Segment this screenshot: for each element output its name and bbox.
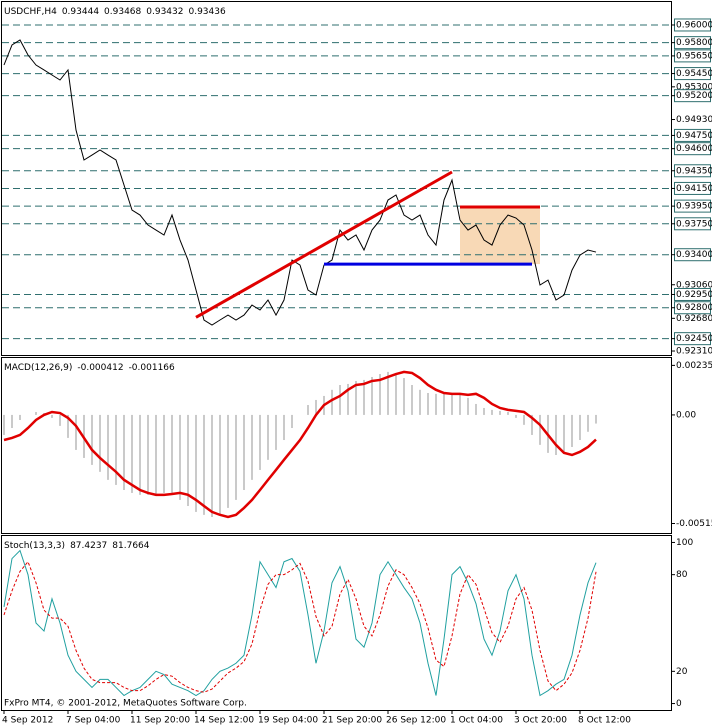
x-tick-label: 21 Sep 20:00 xyxy=(322,716,382,726)
header-value: 0.93444 xyxy=(62,7,99,17)
y-tick-label: 20 xyxy=(676,667,688,677)
header-value: -0.000412 xyxy=(77,363,123,373)
y-tick-label: 0.95450 xyxy=(676,69,712,79)
x-tick-label: 3 Oct 20:00 xyxy=(514,716,567,726)
x-tick-label: 4 Sep 2012 xyxy=(2,716,53,726)
y-tick-label: 80 xyxy=(676,570,688,580)
y-tick-label: 0 xyxy=(676,699,682,709)
price-frame xyxy=(1,1,672,356)
y-tick-label: 0.00235 xyxy=(676,361,712,371)
y-tick-label: 0.92800 xyxy=(676,303,712,313)
y-tick-label: 0.92950 xyxy=(676,290,712,300)
panel-header: MACD(12,26,9) -0.000412 -0.001166 xyxy=(4,363,175,373)
panel-header: Stoch(13,3,3) 87.4237 81.7664 xyxy=(4,541,150,551)
stoch-signal-line xyxy=(3,560,597,693)
stoch-frame xyxy=(1,535,672,711)
y-tick-label: 0.93060 xyxy=(676,280,712,290)
y-tick-label: 0.92680 xyxy=(676,314,712,324)
y-tick-label: 0.94150 xyxy=(676,184,712,194)
y-tick-label: 0.94350 xyxy=(676,166,712,176)
x-tick-label: 26 Sep 12:00 xyxy=(386,716,446,726)
header-value: 0.93432 xyxy=(146,7,183,17)
y-tick-label: 0.93950 xyxy=(676,202,712,212)
price-line xyxy=(3,39,597,326)
x-tick-label: 14 Sep 12:00 xyxy=(194,716,254,726)
header-value: -0.001166 xyxy=(129,363,175,373)
y-tick-label: 0.93750 xyxy=(676,219,712,229)
x-tick-label: 19 Sep 04:00 xyxy=(258,716,318,726)
y-tick-label: 0.94600 xyxy=(676,144,712,154)
header-value: 87.4237 xyxy=(70,541,107,551)
macd-frame xyxy=(1,357,672,534)
header-value: 0.93436 xyxy=(188,7,225,17)
panel-title: MACD(12,26,9) xyxy=(4,363,72,373)
footer: FxPro MT4, © 2001-2012, MetaQuotes Softw… xyxy=(4,699,247,709)
y-tick-label: 0.00 xyxy=(676,410,696,420)
y-tick-label: 0.94930 xyxy=(676,115,712,125)
y-tick-label: 0.92450 xyxy=(676,334,712,344)
y-tick-label: 0.95200 xyxy=(676,91,712,101)
panel-title: USDCHF,H4 xyxy=(4,7,57,17)
x-tick-label: 11 Sep 20:00 xyxy=(130,716,190,726)
trend-line xyxy=(195,170,453,319)
pattern-rectangle xyxy=(460,206,540,265)
y-tick-label: 0.93400 xyxy=(676,250,712,260)
y-tick-label: 0.92310 xyxy=(676,347,712,357)
y-tick-label: 0.95800 xyxy=(676,38,712,48)
panel-title: Stoch(13,3,3) xyxy=(4,541,65,551)
x-tick-label: 7 Sep 04:00 xyxy=(66,716,121,726)
x-tick-label: 1 Oct 04:00 xyxy=(450,716,503,726)
header-value: 0.93468 xyxy=(104,7,141,17)
y-tick-label: 100 xyxy=(676,538,693,548)
x-tick-label: 8 Oct 12:00 xyxy=(578,716,631,726)
y-tick-label: 0.95650 xyxy=(676,51,712,61)
header-value: 81.7664 xyxy=(112,541,149,551)
panel-header: USDCHF,H4 0.93444 0.93468 0.93432 0.93436 xyxy=(4,7,226,17)
y-tick-label: 0.95300 xyxy=(676,82,712,92)
macd-signal-line xyxy=(3,370,597,519)
y-tick-label: -0.00515 xyxy=(676,519,712,529)
y-tick-label: 0.96000 xyxy=(676,20,712,30)
y-tick-label: 0.94750 xyxy=(676,131,712,141)
